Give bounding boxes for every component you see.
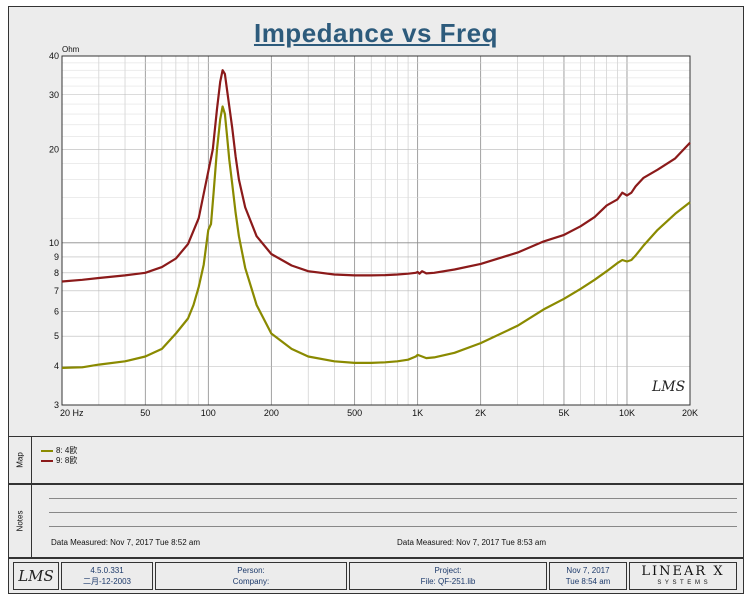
y-tick-label: 6 <box>54 307 59 317</box>
x-tick-label: 50 <box>140 408 150 418</box>
plot-border <box>61 55 691 406</box>
footer-date-cell: Nov 7, 2017 Tue 8:54 am <box>549 562 627 590</box>
footer-time: Tue 8:54 am <box>565 577 611 586</box>
legend-label: 8: 4欧 <box>56 446 78 455</box>
x-tick-label: 20 Hz <box>60 408 84 418</box>
note-line <box>395 498 737 499</box>
version-text: 4.5.0.331 <box>90 566 124 575</box>
note-line <box>49 498 397 499</box>
brand-logo-top: LINEAR X <box>641 564 725 579</box>
y-tick-label: 30 <box>49 90 59 100</box>
x-tick-label: 100 <box>201 408 216 418</box>
footer-person-cell: Person: Company: <box>155 562 347 590</box>
brand-logo-bottom: S Y S T E M S <box>657 580 709 586</box>
company-label: Company: <box>232 577 270 586</box>
file-label: File: QF-251.lib <box>420 577 476 586</box>
footer-bar: LMS 4.5.0.331 二月-12-2003 Person: Company… <box>8 558 744 594</box>
footer-date: Nov 7, 2017 <box>566 566 610 575</box>
impedance-chart: 20 Hz 50 100 200 500 1K 2K 5K 10K 20K 3 4 5 6 7 8 9 10 20 3… <box>49 45 698 418</box>
x-tick-label: 5K <box>558 408 569 418</box>
y-tick-label: 40 <box>49 51 59 61</box>
footer-brand-cell: LINEAR X S Y S T E M S <box>629 562 737 590</box>
x-tick-label: 200 <box>264 408 279 418</box>
map-side-label: Map <box>9 437 32 483</box>
x-tick-label: 10K <box>619 408 635 418</box>
notes-side-label: Notes <box>9 485 32 557</box>
x-tick-label: 1K <box>412 408 423 418</box>
lms-watermark: LMS <box>651 379 685 395</box>
chart-title: Impedance vs Freq <box>253 18 499 48</box>
legend-swatch <box>41 449 53 452</box>
y-tick-label: 10 <box>49 238 59 248</box>
measured-right: Data Measured: Nov 7, 2017 Tue 8:53 am <box>397 538 546 547</box>
series-line-1 <box>61 105 691 369</box>
y-tick-label: 8 <box>54 268 59 278</box>
x-tick-label: 2K <box>475 408 486 418</box>
y-tick-label: 3 <box>54 400 59 410</box>
person-label: Person: <box>237 566 265 575</box>
series-line-2 <box>61 69 691 283</box>
y-tick-label: 9 <box>54 252 59 262</box>
note-line <box>49 512 397 513</box>
legend-item-series-2: 9: 8欧 <box>41 455 77 466</box>
project-label: Project: <box>434 566 462 575</box>
y-tick-label: 20 <box>49 144 59 154</box>
map-section: Map 8: 4欧 9: 8欧 <box>8 436 744 484</box>
measured-left: Data Measured: Nov 7, 2017 Tue 8:52 am <box>51 538 200 547</box>
legend-swatch <box>41 459 53 462</box>
x-tick-label: 500 <box>347 408 362 418</box>
y-tick-label: 5 <box>54 331 59 341</box>
note-line <box>49 526 397 527</box>
footer-project-cell: Project: File: QF-251.lib <box>349 562 547 590</box>
y-tick-label: 7 <box>54 286 59 296</box>
note-line <box>395 512 737 513</box>
notes-section: Notes Data Measured: Nov 7, 2017 Tue 8:5… <box>8 484 744 558</box>
legend-label: 9: 8欧 <box>56 456 78 465</box>
footer-version-cell: 4.5.0.331 二月-12-2003 <box>61 562 153 590</box>
y-tick-label: 4 <box>54 361 59 371</box>
footer-logo-cell: LMS <box>13 562 59 590</box>
legend-item-series-1: 8: 4欧 <box>41 445 77 456</box>
y-axis-unit-label: Ohm <box>62 45 80 54</box>
version-date: 二月-12-2003 <box>82 577 132 586</box>
x-tick-label: 20K <box>682 408 698 418</box>
lms-logo: LMS <box>18 566 54 585</box>
note-line <box>395 526 737 527</box>
